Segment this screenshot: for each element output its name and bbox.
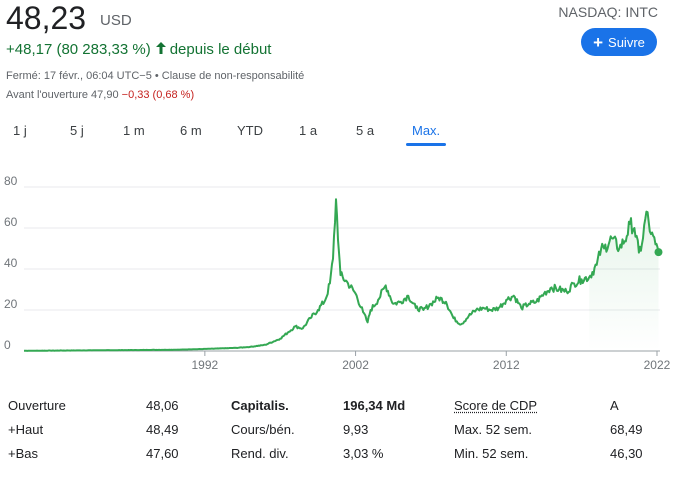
tab-5d[interactable]: 5 j — [70, 123, 84, 138]
x-tick-label: 2022 — [644, 358, 671, 372]
stats-row: +Haut 48,49 Cours/bén. 9,93 Max. 52 sem.… — [0, 422, 676, 446]
range-tabs: 1 j 5 j 1 m 6 m YTD 1 a 5 a Max. — [0, 117, 470, 147]
stat-value-52w-low: 46,30 — [610, 446, 643, 461]
stat-value-high: 48,49 — [146, 422, 179, 437]
change-value: +48,17 (80 283,33 %) — [6, 41, 151, 58]
stat-label-high: +Haut — [8, 422, 44, 437]
tab-5y[interactable]: 5 a — [356, 123, 375, 138]
y-tick-label: 80 — [4, 175, 18, 188]
tab-1m[interactable]: 1 m — [123, 123, 145, 138]
price-area-fill — [589, 211, 659, 351]
x-tick-label: 2012 — [493, 358, 520, 372]
premarket-label: Avant l'ouverture 47,90 — [6, 89, 119, 101]
tab-max[interactable]: Max. — [412, 123, 441, 138]
stats-row: Ouverture 48,06 Capitalis. 196,34 Md Sco… — [0, 398, 676, 422]
stat-label-52w-high: Max. 52 sem. — [454, 422, 533, 437]
tab-1y[interactable]: 1 a — [299, 123, 318, 138]
tab-1d[interactable]: 1 j — [13, 123, 27, 138]
stats-row: +Bas 47,60 Rend. div. 3,03 % Min. 52 sem… — [0, 446, 676, 470]
ticker-label: NASDAQ: INTC — [558, 4, 658, 20]
price-chart[interactable]: 80 60 40 20 0 1992 2002 2012 2022 — [0, 175, 676, 375]
stat-label-pe: Cours/bén. — [231, 422, 295, 437]
x-tick-label: 1992 — [192, 358, 219, 372]
stat-value-pe: 9,93 — [343, 422, 369, 437]
premarket-change: −0,33 (0,68 %) — [121, 89, 195, 101]
tab-6m[interactable]: 6 m — [180, 123, 202, 138]
closed-info: Fermé: 17 févr., 06:04 UTC−5 • — [6, 70, 159, 82]
x-tick-label: 2002 — [342, 358, 369, 372]
stat-label-cdp-score[interactable]: Score de CDP — [454, 398, 538, 413]
y-tick-label: 60 — [4, 215, 18, 229]
stat-value-market-cap: 196,34 Md — [343, 398, 406, 413]
stat-value-cdp-score: A — [610, 398, 619, 413]
price-line — [24, 198, 660, 352]
plus-icon: + — [593, 32, 604, 52]
stat-label-52w-low: Min. 52 sem. — [454, 446, 529, 461]
arrow-up-icon — [155, 41, 166, 58]
stat-label-open: Ouverture — [8, 398, 66, 413]
stat-value-div-yield: 3,03 % — [343, 446, 384, 461]
stat-value-low: 47,60 — [146, 446, 179, 461]
currency: USD — [100, 12, 132, 29]
current-price-dot — [654, 248, 663, 257]
follow-button-label: Suivre — [608, 34, 645, 50]
price: 48,23 — [6, 0, 87, 36]
stat-value-open: 48,06 — [146, 398, 179, 413]
market-status: Fermé: 17 févr., 06:04 UTC−5 • Clause de… — [6, 70, 304, 82]
active-tab-indicator — [406, 143, 446, 146]
change-period: depuis le début — [169, 41, 272, 58]
stat-value-52w-high: 68,49 — [610, 422, 643, 437]
tab-ytd[interactable]: YTD — [237, 123, 263, 138]
y-tick-label: 40 — [4, 256, 18, 270]
premarket-info: Avant l'ouverture 47,90 −0,33 (0,68 %) — [6, 89, 194, 101]
follow-button[interactable]: + Suivre — [581, 28, 657, 56]
stat-label-div-yield: Rend. div. — [231, 446, 289, 461]
y-tick-label: 20 — [4, 297, 18, 311]
stat-label-market-cap: Capitalis. — [231, 398, 289, 413]
y-tick-label: 0 — [4, 338, 11, 352]
disclaimer-link[interactable]: Clause de non-responsabilité — [161, 70, 305, 82]
price-change: +48,17 (80 283,33 %) depuis le début — [6, 41, 271, 58]
stat-label-low: +Bas — [8, 446, 38, 461]
